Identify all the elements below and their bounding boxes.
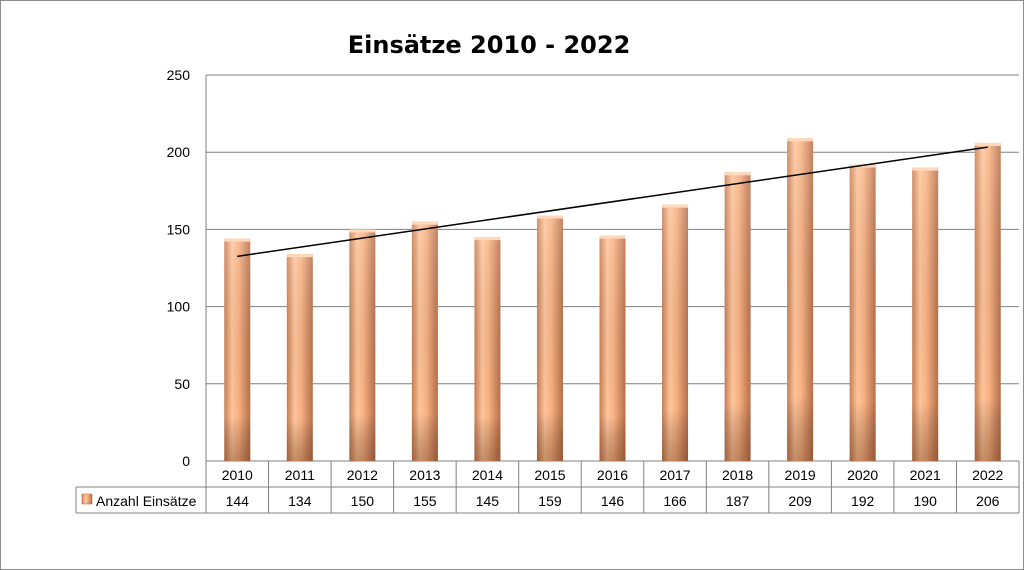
x-tick-label: 2022 bbox=[972, 467, 1003, 483]
y-tick-label: 150 bbox=[167, 221, 191, 237]
bar-top bbox=[286, 254, 313, 258]
y-tick-label: 50 bbox=[174, 376, 190, 392]
y-tick-label: 200 bbox=[167, 144, 191, 160]
bar-shade bbox=[662, 204, 689, 462]
data-label: 206 bbox=[976, 493, 1000, 509]
x-tick-label: 2012 bbox=[347, 467, 378, 483]
bar-shade bbox=[536, 215, 563, 461]
x-tick-label: 2016 bbox=[597, 467, 628, 483]
data-label: 144 bbox=[226, 493, 250, 509]
data-label: 159 bbox=[538, 493, 562, 509]
data-label: 145 bbox=[476, 493, 500, 509]
legend-swatch bbox=[81, 493, 93, 505]
bar-shade bbox=[912, 167, 939, 461]
bar-top bbox=[974, 142, 1001, 146]
bar-shade bbox=[349, 229, 376, 461]
data-label: 192 bbox=[851, 493, 875, 509]
data-label: 155 bbox=[413, 493, 437, 509]
x-tick-label: 2011 bbox=[285, 467, 315, 483]
bar-top bbox=[349, 229, 376, 233]
bars bbox=[224, 138, 1001, 462]
bar-shade bbox=[474, 237, 501, 461]
bar-shade bbox=[411, 221, 438, 461]
bar-shade bbox=[787, 138, 814, 461]
x-tick-label: 2017 bbox=[659, 467, 690, 483]
trendline bbox=[237, 146, 988, 258]
data-table: 2010 144 2011 134 2012 150 2013 155 2014 145 2015 1… bbox=[75, 461, 1020, 514]
y-tick-label: 100 bbox=[167, 299, 191, 315]
x-tick-label: 2010 bbox=[222, 467, 253, 483]
trendline-line bbox=[237, 146, 988, 258]
y-tick-label: 0 bbox=[182, 453, 190, 469]
data-label: 150 bbox=[351, 493, 375, 509]
x-tick-label: 2018 bbox=[722, 467, 753, 483]
x-tick-label: 2015 bbox=[534, 467, 565, 483]
x-tick-label: 2014 bbox=[472, 467, 503, 483]
x-tick-label: 2020 bbox=[847, 467, 878, 483]
bar-shade bbox=[849, 164, 876, 461]
bar-shade bbox=[974, 142, 1001, 461]
bar-top bbox=[224, 238, 251, 242]
bar-top bbox=[474, 237, 501, 241]
x-tick-label: 2019 bbox=[785, 467, 816, 483]
data-label: 134 bbox=[288, 493, 312, 509]
x-tick-label: 2013 bbox=[409, 467, 440, 483]
data-label: 187 bbox=[726, 493, 750, 509]
data-label: 146 bbox=[601, 493, 625, 509]
data-label: 190 bbox=[914, 493, 938, 509]
x-tick-label: 2021 bbox=[910, 467, 941, 483]
bar-shade bbox=[224, 238, 251, 461]
y-axis-ticks: 0 50 100 150 200 250 bbox=[167, 67, 191, 469]
bar-top bbox=[599, 235, 626, 239]
chart-title: Einsätze 2010 - 2022 bbox=[348, 31, 631, 59]
bar-shade bbox=[724, 172, 751, 461]
legend-label: Anzahl Einsätze bbox=[96, 493, 197, 509]
bar-top bbox=[662, 204, 689, 208]
bar-shade bbox=[286, 254, 313, 461]
data-label: 209 bbox=[788, 493, 812, 509]
bar-shade bbox=[599, 235, 626, 461]
bar-top bbox=[912, 167, 939, 171]
bar-top bbox=[787, 138, 814, 142]
bar-top bbox=[411, 221, 438, 225]
bar-top bbox=[724, 172, 751, 176]
y-tick-label: 250 bbox=[167, 67, 191, 83]
data-label: 166 bbox=[663, 493, 687, 509]
bar-top bbox=[536, 215, 563, 219]
